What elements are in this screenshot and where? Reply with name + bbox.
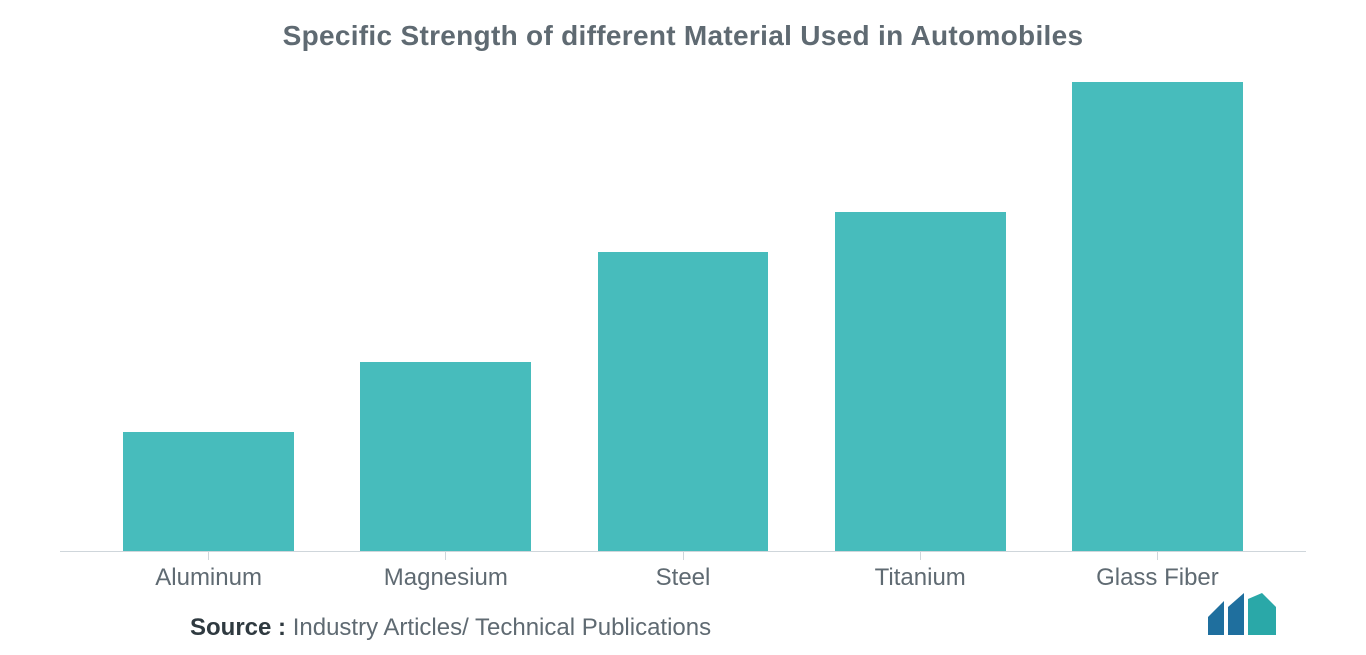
x-axis-label: Glass Fiber [1039,564,1276,592]
bar [123,432,294,552]
x-tick [1039,552,1276,562]
plot-area [60,82,1306,552]
bar-slot [564,82,801,552]
x-tick [327,552,564,562]
bar [598,252,769,552]
x-axis-label: Magnesium [327,564,564,592]
bar-slot [327,82,564,552]
x-axis-label: Steel [564,564,801,592]
x-tick [564,552,801,562]
logo-bars-icon [1208,593,1276,635]
bar [1072,82,1243,552]
chart-title: Specific Strength of different Material … [60,20,1306,52]
bar [360,362,531,552]
x-axis-ticks [60,552,1306,562]
source-footer: Source : Industry Articles/ Technical Pu… [60,614,1306,642]
bar-slot [1039,82,1276,552]
x-tick [802,552,1039,562]
bar-slot [802,82,1039,552]
bar-slot [90,82,327,552]
source-label: Source : [190,614,286,641]
source-text: Industry Articles/ Technical Publication… [286,614,711,641]
mordor-intelligence-logo [1204,593,1276,635]
chart-container: Specific Strength of different Material … [0,0,1366,655]
bar [835,212,1006,552]
x-axis-label: Aluminum [90,564,327,592]
x-axis-labels: AluminumMagnesiumSteelTitaniumGlass Fibe… [60,562,1306,592]
x-axis-label: Titanium [802,564,1039,592]
x-tick [90,552,327,562]
